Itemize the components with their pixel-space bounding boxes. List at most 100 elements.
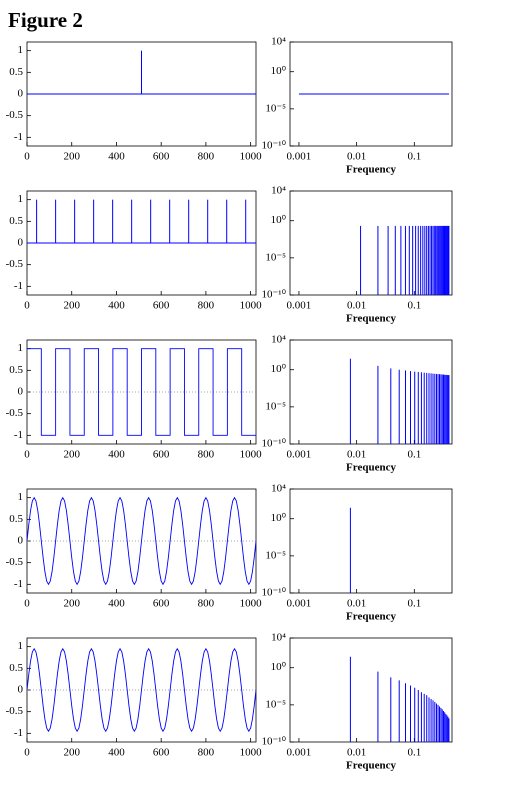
x-tick-label: 800 (198, 747, 215, 759)
x-tick-label: 0 (24, 300, 30, 312)
y-tick-label: 0.5 (9, 662, 23, 674)
x-tick-label: 1000 (240, 598, 263, 610)
x-tick-label: 0.001 (287, 598, 312, 610)
y-tick-label: 10⁰ (271, 363, 287, 375)
x-tick-label: 0.001 (287, 747, 312, 759)
y-tick-label: 10⁰ (271, 65, 287, 77)
plot-area (27, 199, 256, 244)
x-tick-label: 600 (153, 598, 170, 610)
y-tick-label: 10⁻⁵ (265, 400, 286, 412)
y-tick-label: 10⁰ (271, 214, 287, 226)
x-tick-label: 0.1 (407, 151, 421, 163)
x-tick-label: 0.1 (407, 449, 421, 461)
x-axis-label: Frequency (346, 611, 396, 623)
y-tick-label: 1 (18, 342, 24, 354)
y-tick-label: 10⁴ (271, 483, 286, 495)
y-tick-label: -1 (14, 727, 23, 739)
plot-area (349, 358, 450, 444)
x-tick-label: 400 (108, 151, 125, 163)
x-tick-label: 400 (108, 598, 125, 610)
plot-area (27, 348, 256, 436)
y-tick-label: -1 (14, 578, 23, 590)
x-axis-label: Frequency (346, 760, 396, 772)
x-axis-label: Frequency (346, 462, 396, 474)
x-axis-label: Frequency (346, 164, 396, 176)
y-tick-label: -0.5 (6, 705, 24, 717)
signal-line (27, 348, 256, 436)
x-tick-label: 200 (63, 449, 80, 461)
x-tick-label: 0.001 (287, 449, 312, 461)
x-tick-label: 600 (153, 151, 170, 163)
y-tick-label: -0.5 (6, 258, 24, 270)
y-tick-label: 0 (18, 684, 24, 696)
y-tick-label: 10⁻¹⁰ (261, 140, 286, 152)
y-tick-label: -1 (14, 280, 23, 292)
x-tick-label: 1000 (240, 300, 263, 312)
y-tick-label: -0.5 (6, 556, 24, 568)
x-tick-label: 0.01 (347, 598, 366, 610)
y-tick-label: 0.5 (9, 364, 23, 376)
y-tick-label: 10⁻⁵ (265, 549, 286, 561)
x-tick-label: 200 (63, 747, 80, 759)
plot-area (349, 656, 450, 742)
axes-box (289, 339, 453, 445)
x-tick-label: 0.1 (407, 300, 421, 312)
y-tick-label: 0.5 (9, 66, 23, 78)
y-tick-label: 10⁴ (271, 36, 286, 48)
x-tick-label: 0.001 (287, 151, 312, 163)
x-tick-label: 0.1 (407, 598, 421, 610)
y-tick-label: -1 (14, 131, 23, 143)
x-tick-label: 0.01 (347, 747, 366, 759)
x-tick-label: 200 (63, 300, 80, 312)
y-tick-label: 0 (18, 386, 24, 398)
figure-title: Figure 2 (8, 8, 83, 32)
y-tick-label: 10⁻¹⁰ (261, 736, 286, 748)
y-tick-label: 10⁻¹⁰ (261, 289, 286, 301)
x-axis-label: Frequency (346, 313, 396, 325)
x-tick-label: 800 (198, 151, 215, 163)
x-tick-label: 600 (153, 747, 170, 759)
x-tick-label: 1000 (240, 151, 263, 163)
x-tick-label: 800 (198, 300, 215, 312)
y-tick-label: 10⁰ (271, 512, 287, 524)
y-tick-label: 10⁴ (271, 334, 286, 346)
y-tick-label: -0.5 (6, 407, 24, 419)
y-tick-label: 10⁻¹⁰ (261, 587, 286, 599)
y-tick-label: 0 (18, 237, 24, 249)
x-tick-label: 400 (108, 449, 125, 461)
x-tick-label: 800 (198, 598, 215, 610)
x-tick-label: 600 (153, 300, 170, 312)
x-tick-label: 0 (24, 449, 30, 461)
x-tick-label: 0 (24, 598, 30, 610)
y-tick-label: 10⁰ (271, 661, 287, 673)
y-tick-label: 10⁻⁵ (265, 698, 286, 710)
x-tick-label: 200 (63, 151, 80, 163)
plot-area (27, 50, 256, 95)
x-tick-label: 800 (198, 449, 215, 461)
axes-box (289, 637, 453, 743)
y-tick-label: 0 (18, 535, 24, 547)
x-tick-label: 200 (63, 598, 80, 610)
y-tick-label: 1 (18, 640, 24, 652)
x-tick-label: 0.001 (287, 300, 312, 312)
y-tick-label: -0.5 (6, 109, 24, 121)
x-tick-label: 0 (24, 151, 30, 163)
x-tick-label: 0 (24, 747, 30, 759)
y-tick-label: 10⁻⁵ (265, 251, 286, 263)
x-tick-label: 1000 (240, 449, 263, 461)
plot-area (27, 496, 256, 586)
x-tick-label: 0.01 (347, 151, 366, 163)
x-tick-label: 600 (153, 449, 170, 461)
y-tick-label: 0.5 (9, 513, 23, 525)
y-tick-label: 10⁴ (271, 632, 286, 644)
x-tick-label: 400 (108, 747, 125, 759)
y-tick-label: -1 (14, 429, 23, 441)
axes-box (289, 190, 453, 296)
x-tick-label: 400 (108, 300, 125, 312)
y-tick-label: 0 (18, 88, 24, 100)
y-tick-label: 1 (18, 44, 24, 56)
axes-box (289, 488, 453, 594)
y-tick-label: 10⁻¹⁰ (261, 438, 286, 450)
plot-area (27, 647, 256, 733)
